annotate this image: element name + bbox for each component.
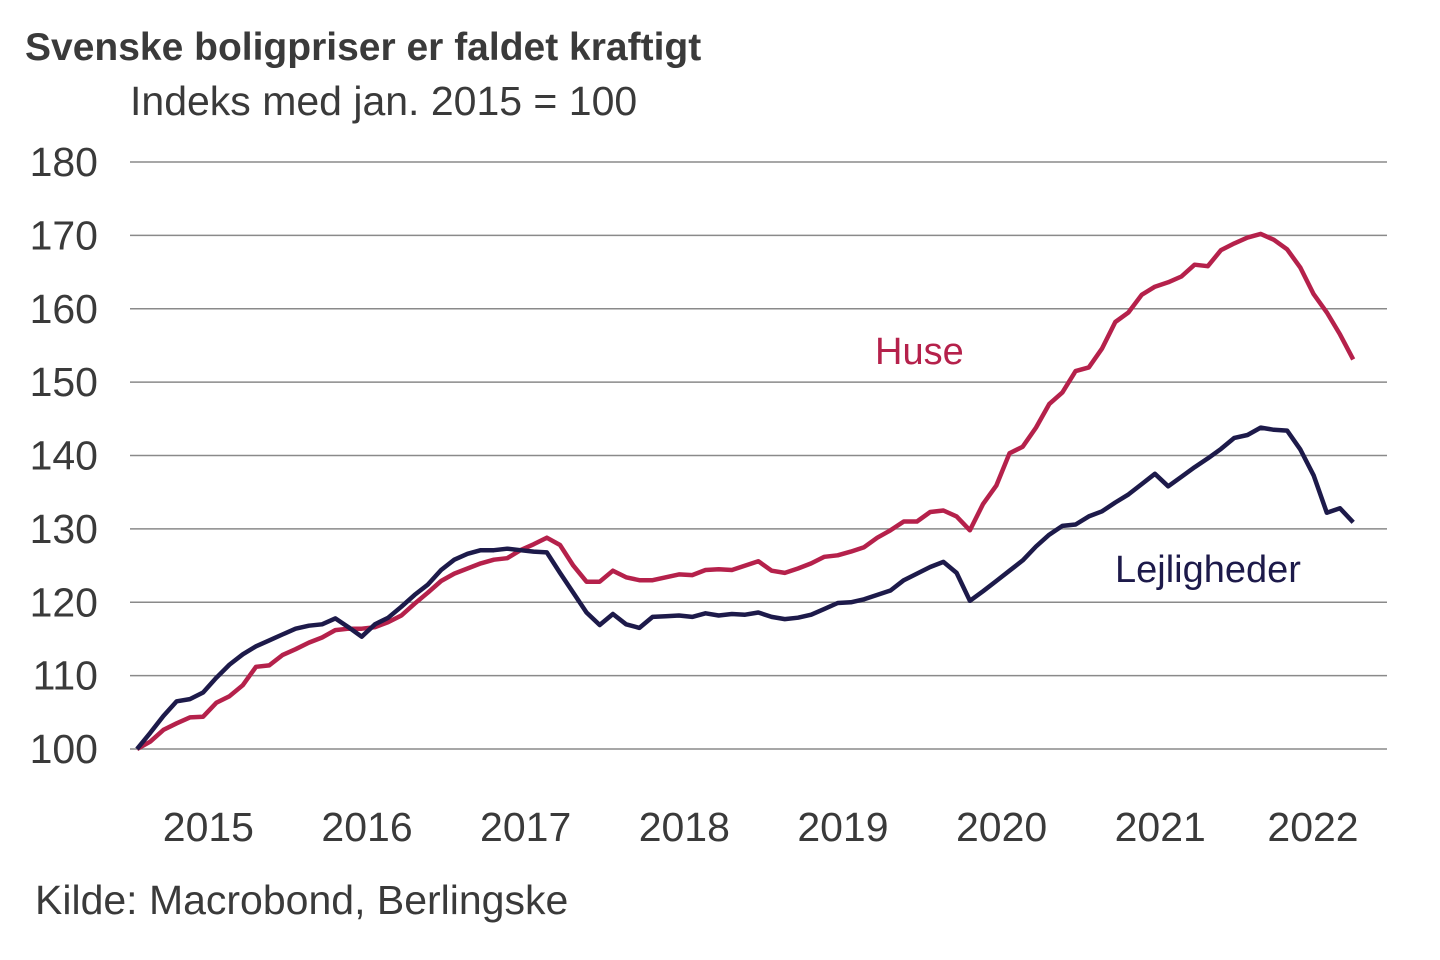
y-tick-label: 160 xyxy=(30,286,98,332)
x-axis-ticks: 2015 2016 2017 2018 2019 2020 2021 2022 xyxy=(163,804,1359,850)
y-tick-label: 150 xyxy=(30,359,98,405)
y-tick-label: 180 xyxy=(30,139,98,185)
source-note: Kilde: Macrobond, Berlingske xyxy=(35,877,569,923)
x-tick-label: 2016 xyxy=(321,804,412,850)
y-tick-label: 170 xyxy=(30,212,98,258)
y-tick-label: 120 xyxy=(30,579,98,625)
series-line-lejligheder xyxy=(135,425,1355,751)
y-tick-label: 140 xyxy=(30,433,98,479)
y-tick-label: 130 xyxy=(30,506,98,552)
chart-subtitle: Indeks med jan. 2015 = 100 xyxy=(130,78,638,124)
y-tick-label: 110 xyxy=(33,653,98,699)
y-axis-ticks: 100 110 120 130 140 150 160 170 180 xyxy=(30,139,98,772)
x-tick-label: 2015 xyxy=(163,804,254,850)
series-label-huse: Huse xyxy=(875,331,964,373)
x-tick-label: 2021 xyxy=(1115,804,1206,850)
y-tick-label: 100 xyxy=(30,726,98,772)
x-tick-label: 2022 xyxy=(1267,804,1358,850)
x-tick-label: 2018 xyxy=(639,804,730,850)
x-tick-label: 2017 xyxy=(480,804,571,850)
series-label-lejligheder: Lejligheder xyxy=(1115,549,1301,591)
gridlines xyxy=(130,161,1387,750)
x-tick-label: 2019 xyxy=(797,804,888,850)
chart-title: Svenske boligpriser er faldet kraftigt xyxy=(25,26,702,69)
series-lines xyxy=(135,231,1356,751)
series-line-huse xyxy=(135,231,1356,751)
x-tick-label: 2020 xyxy=(956,804,1047,850)
